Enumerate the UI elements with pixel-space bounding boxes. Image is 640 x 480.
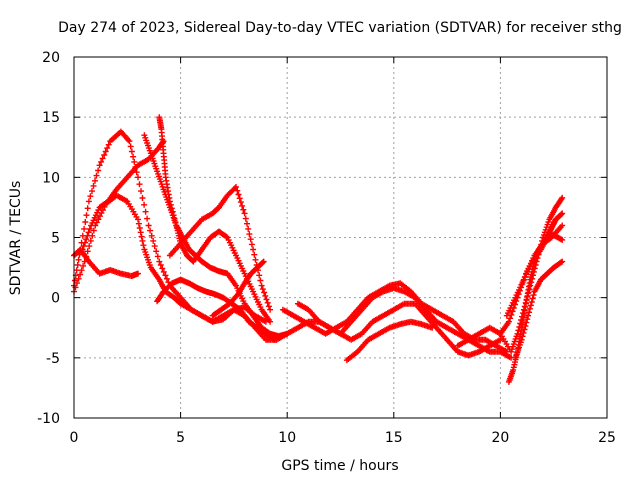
series-track-12 <box>294 300 504 359</box>
y-tick-label: 15 <box>42 110 60 126</box>
series-marker-path <box>79 138 167 253</box>
y-tick-label: 20 <box>42 50 60 66</box>
series-marker-path <box>166 184 274 313</box>
x-tick-label: 5 <box>176 430 185 446</box>
series-marker-path <box>294 300 504 359</box>
grid-layer <box>74 57 607 418</box>
series-track-18 <box>497 222 566 337</box>
series-marker-path <box>512 258 566 361</box>
y-axis-title: SDTVAR / TECUs <box>8 181 24 296</box>
x-axis-title: GPS time / hours <box>281 458 398 474</box>
y-tick-label: 10 <box>42 170 60 186</box>
x-tick-label: 15 <box>385 430 403 446</box>
series-track-6 <box>156 114 274 325</box>
series-marker-path <box>497 222 566 337</box>
x-tick-label: 10 <box>278 430 296 446</box>
y-tick-label: -10 <box>37 411 60 427</box>
series-track-13 <box>343 318 436 364</box>
series-marker-path <box>343 318 436 364</box>
plot-frame <box>73 56 608 419</box>
series-track-7 <box>154 276 278 343</box>
x-tick-label: 25 <box>598 430 616 446</box>
series-track-8 <box>166 184 274 313</box>
y-tick-label: 0 <box>51 291 60 307</box>
data-layer <box>71 114 566 385</box>
y-tick-label: -5 <box>46 351 60 367</box>
series-track-4 <box>79 138 167 253</box>
x-tick-label: 0 <box>70 430 79 446</box>
series-track-16 <box>512 258 566 361</box>
series-marker-path <box>156 114 274 325</box>
series-marker-path <box>154 276 278 343</box>
series-marker-path <box>209 258 267 319</box>
y-tick-label: 5 <box>51 231 60 247</box>
x-tick-label: 20 <box>491 430 509 446</box>
chart-title: Day 274 of 2023, Sidereal Day-to-day VTE… <box>58 20 622 36</box>
tick-layer: 0 5 10 15 20 25 -10 -5 0 5 10 15 20 <box>37 50 616 446</box>
series-track-9 <box>209 258 267 319</box>
